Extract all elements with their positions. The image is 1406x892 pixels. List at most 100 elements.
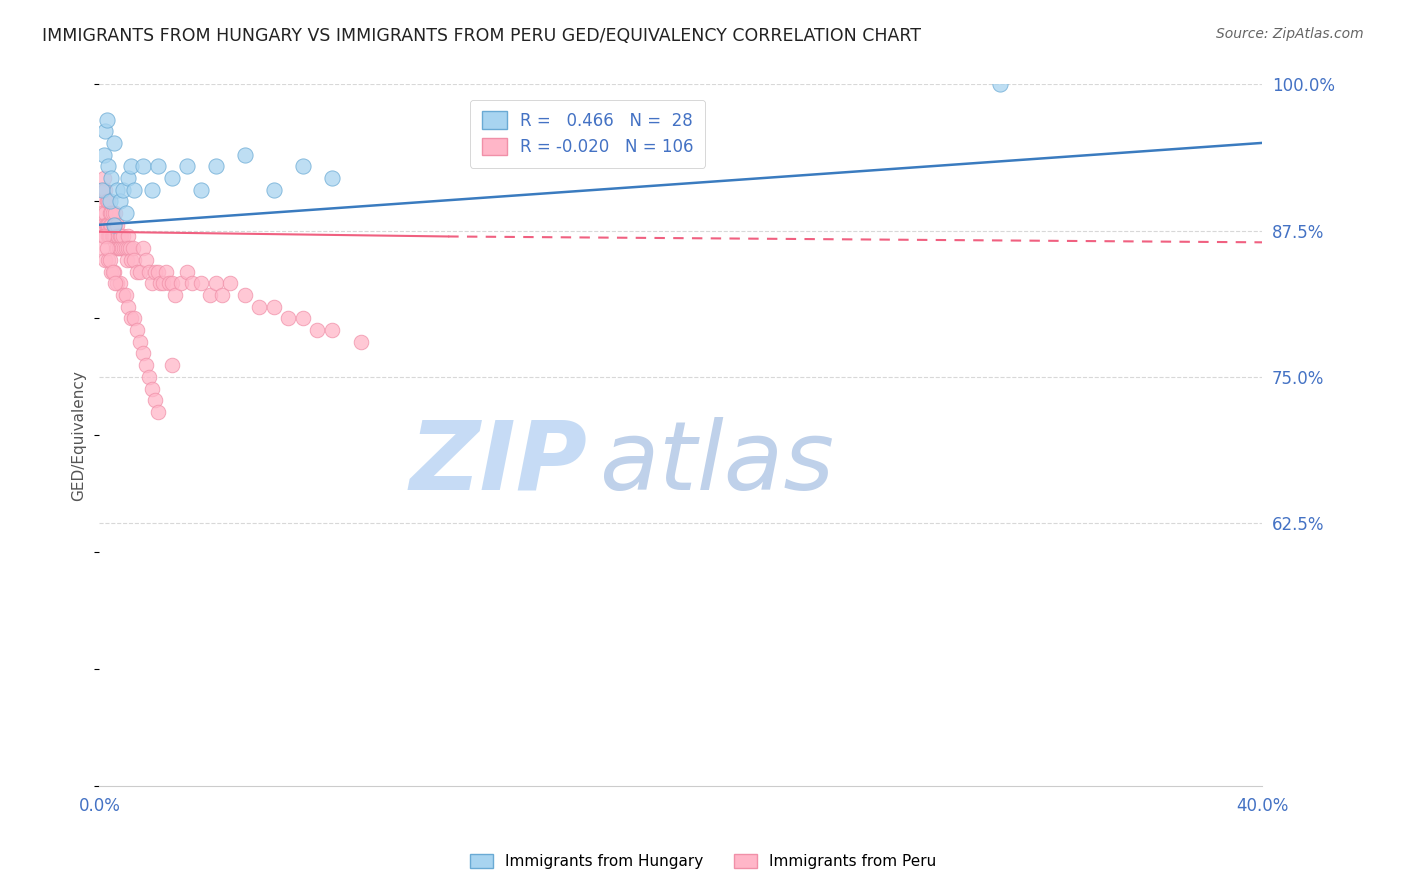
Point xyxy=(263,300,285,314)
Point xyxy=(138,264,160,278)
Point xyxy=(108,194,131,209)
Point xyxy=(120,311,142,326)
Point xyxy=(118,241,141,255)
Point xyxy=(97,159,120,173)
Point xyxy=(233,288,256,302)
Point xyxy=(103,229,125,244)
Point xyxy=(91,206,114,220)
Point xyxy=(101,264,124,278)
Point xyxy=(100,264,122,278)
Point xyxy=(135,358,157,372)
Point xyxy=(97,218,120,232)
Point xyxy=(104,277,127,291)
Point xyxy=(93,229,115,244)
Point xyxy=(350,334,373,349)
Legend: Immigrants from Hungary, Immigrants from Peru: Immigrants from Hungary, Immigrants from… xyxy=(464,848,942,875)
Point xyxy=(321,323,343,337)
Point xyxy=(98,252,121,267)
Point xyxy=(94,183,117,197)
Point xyxy=(176,264,198,278)
Point xyxy=(129,334,152,349)
Point xyxy=(117,300,139,314)
Point xyxy=(121,241,143,255)
Point xyxy=(117,229,139,244)
Point xyxy=(105,229,128,244)
Point xyxy=(132,159,155,173)
Y-axis label: GED/Equivalency: GED/Equivalency xyxy=(72,370,86,500)
Text: IMMIGRANTS FROM HUNGARY VS IMMIGRANTS FROM PERU GED/EQUIVALENCY CORRELATION CHAR: IMMIGRANTS FROM HUNGARY VS IMMIGRANTS FR… xyxy=(42,27,921,45)
Point xyxy=(204,277,226,291)
Point xyxy=(93,229,115,244)
Point xyxy=(108,241,131,255)
Legend: R =   0.466   N =  28, R = -0.020   N = 106: R = 0.466 N = 28, R = -0.020 N = 106 xyxy=(470,100,706,168)
Point xyxy=(120,252,142,267)
Point xyxy=(124,252,146,267)
Point xyxy=(190,183,212,197)
Point xyxy=(152,277,174,291)
Point xyxy=(110,241,132,255)
Point xyxy=(98,206,121,220)
Point xyxy=(93,218,115,232)
Point xyxy=(103,136,125,150)
Point xyxy=(135,252,157,267)
Point xyxy=(141,382,163,396)
Point xyxy=(132,241,155,255)
Point xyxy=(108,229,131,244)
Text: ZIP: ZIP xyxy=(411,417,588,510)
Point xyxy=(321,171,343,186)
Point xyxy=(277,311,299,326)
Point xyxy=(105,277,128,291)
Point xyxy=(103,218,125,232)
Point xyxy=(127,323,149,337)
Point xyxy=(111,241,134,255)
Point xyxy=(263,183,285,197)
Point xyxy=(103,218,125,232)
Point xyxy=(93,147,115,161)
Point xyxy=(96,241,118,255)
Point xyxy=(141,183,163,197)
Point xyxy=(94,218,117,232)
Point xyxy=(114,288,136,302)
Text: atlas: atlas xyxy=(599,417,834,510)
Point xyxy=(124,311,146,326)
Point xyxy=(98,194,121,209)
Point xyxy=(132,346,155,360)
Point xyxy=(990,78,1012,92)
Point xyxy=(157,277,180,291)
Point xyxy=(105,241,128,255)
Point xyxy=(91,183,114,197)
Point xyxy=(111,288,134,302)
Point xyxy=(108,277,131,291)
Point xyxy=(94,206,117,220)
Point xyxy=(101,229,124,244)
Point xyxy=(103,218,125,232)
Point xyxy=(163,288,186,302)
Point xyxy=(160,277,183,291)
Point xyxy=(97,229,120,244)
Point xyxy=(160,358,183,372)
Point xyxy=(115,252,138,267)
Point xyxy=(90,218,112,232)
Point xyxy=(117,241,139,255)
Point xyxy=(247,300,270,314)
Point xyxy=(96,112,118,127)
Point xyxy=(100,229,122,244)
Point xyxy=(120,159,142,173)
Point xyxy=(98,218,121,232)
Point xyxy=(307,323,329,337)
Point xyxy=(96,218,118,232)
Point xyxy=(104,229,127,244)
Point xyxy=(107,229,129,244)
Point xyxy=(170,277,193,291)
Point xyxy=(291,159,314,173)
Point xyxy=(138,369,160,384)
Point xyxy=(149,277,172,291)
Point xyxy=(114,241,136,255)
Point xyxy=(93,171,115,186)
Point xyxy=(100,171,122,186)
Point xyxy=(112,241,135,255)
Point xyxy=(291,311,314,326)
Point xyxy=(90,194,112,209)
Point xyxy=(100,229,122,244)
Point xyxy=(160,171,183,186)
